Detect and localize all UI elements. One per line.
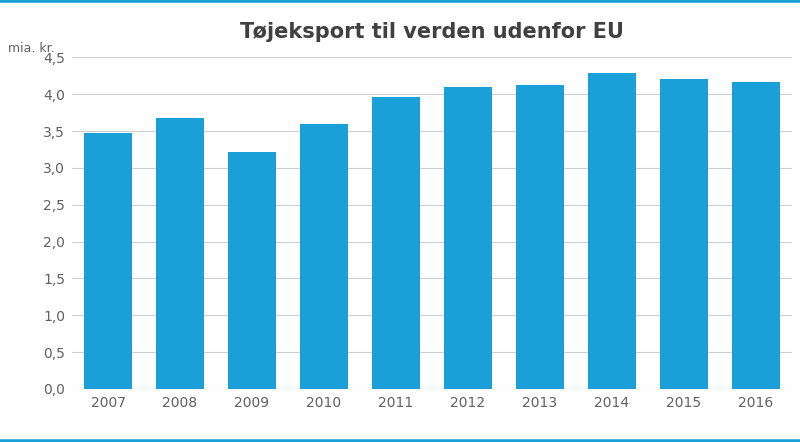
- Bar: [659, 79, 709, 389]
- Bar: [83, 133, 133, 389]
- Bar: [587, 73, 637, 389]
- Bar: [443, 87, 493, 389]
- Text: mia. kr.: mia. kr.: [8, 42, 54, 55]
- Title: Tøjeksport til verden udenfor EU: Tøjeksport til verden udenfor EU: [240, 22, 624, 42]
- Bar: [515, 85, 565, 389]
- Bar: [371, 96, 421, 389]
- Bar: [299, 125, 349, 389]
- Bar: [227, 152, 277, 389]
- Bar: [155, 118, 205, 389]
- Bar: [731, 82, 781, 389]
